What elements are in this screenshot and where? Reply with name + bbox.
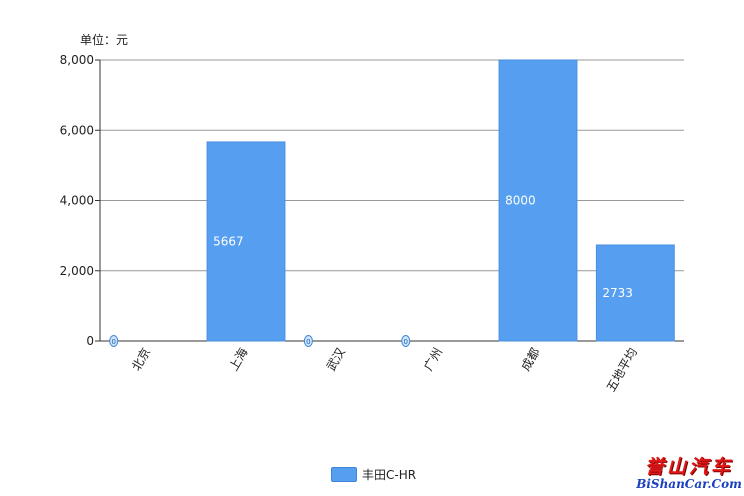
zero-value-marker: [109, 335, 119, 347]
legend[interactable]: 丰田C-HR: [331, 466, 416, 483]
legend-swatch: [331, 467, 357, 482]
x-tick-label: 武汉: [324, 346, 348, 374]
x-tick-label: 广州: [421, 346, 445, 374]
data-label: 0: [111, 338, 115, 346]
watermark-cn: 誉山汽车: [644, 456, 733, 478]
data-label: 0: [306, 338, 310, 346]
data-label: 2733: [602, 286, 633, 300]
data-label: 0: [403, 338, 407, 346]
x-tick-label: 北京: [129, 346, 153, 374]
y-tick-label: 6,000: [60, 123, 94, 137]
y-tick-label: 0: [86, 334, 94, 348]
data-label: 5667: [213, 234, 244, 248]
zero-value-marker: [401, 335, 411, 347]
y-axis-unit-label: 单位：元: [80, 33, 129, 47]
bar: [595, 244, 675, 342]
zero-value-marker: [303, 335, 313, 347]
legend-label: 丰田C-HR: [362, 468, 417, 482]
bar: [206, 141, 286, 342]
watermark-en: BiShanCar.Com: [636, 477, 742, 491]
y-tick-label: 4,000: [60, 194, 94, 208]
watermark-logo: 誉山汽车 BiShanCar.Com: [634, 452, 744, 491]
x-tick-label: 上海: [226, 345, 251, 373]
x-tick-label: 五地平均: [604, 346, 640, 395]
data-label: 8000: [505, 194, 536, 208]
y-tick-label: 2,000: [60, 264, 94, 278]
y-tick-label: 8,000: [60, 53, 94, 67]
x-tick-label: 成都: [518, 346, 542, 374]
bar: [498, 59, 578, 342]
